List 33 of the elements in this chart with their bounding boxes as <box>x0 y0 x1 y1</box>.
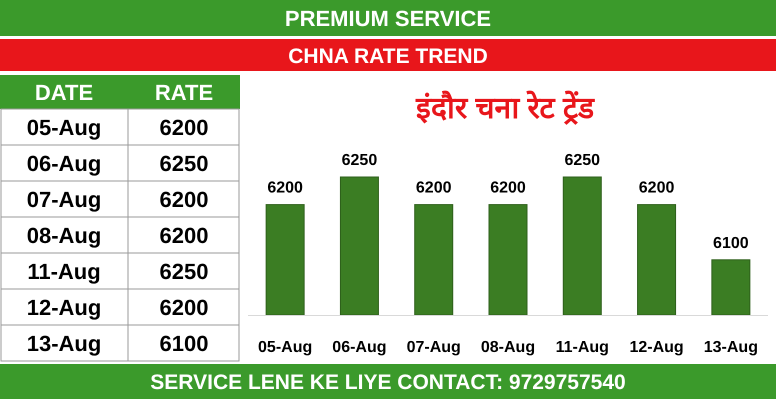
x-tick-label: 08-Aug <box>480 339 536 356</box>
text: 6200 <box>160 295 208 320</box>
text: 6200 <box>160 115 208 140</box>
x-tick-label: 11-Aug <box>556 339 609 356</box>
text: 6200 <box>160 187 208 212</box>
x-tick-label: 07-Aug <box>406 339 461 356</box>
data-label: 6100 <box>713 234 749 252</box>
chart-title: इंदौर चना रेट ट्रेंड <box>414 90 595 125</box>
data-label: 6250 <box>342 152 378 169</box>
text: 6250 <box>160 151 208 176</box>
text: RATE <box>154 80 214 105</box>
x-tick-label: 05-Aug <box>258 339 312 356</box>
text: DATE <box>34 80 94 105</box>
data-label: 6200 <box>490 180 526 197</box>
x-tick-label: 12-Aug <box>629 339 684 356</box>
x-tick-label: 06-Aug <box>332 339 387 356</box>
data-label: 6200 <box>416 180 452 197</box>
text: 6250 <box>160 259 208 284</box>
text: 05-Aug <box>26 115 102 140</box>
text: 07-Aug <box>26 187 102 212</box>
text: 6100 <box>160 331 208 356</box>
text: CHNA RATE TREND <box>288 45 488 68</box>
text: 6200 <box>160 223 208 248</box>
data-label: 6200 <box>638 180 674 197</box>
text: PREMIUM SERVICE <box>284 6 492 31</box>
data-label: 6200 <box>267 180 304 197</box>
text: 11-Aug <box>27 259 101 284</box>
text: SERVICE LENE KE LIYE CONTACT: 9729757540 <box>150 371 626 394</box>
x-tick-label: 13-Aug <box>704 339 758 356</box>
data-label: 6250 <box>564 152 600 169</box>
text: 06-Aug <box>26 151 102 176</box>
text: 08-Aug <box>26 223 102 248</box>
text: 12-Aug <box>26 295 102 320</box>
